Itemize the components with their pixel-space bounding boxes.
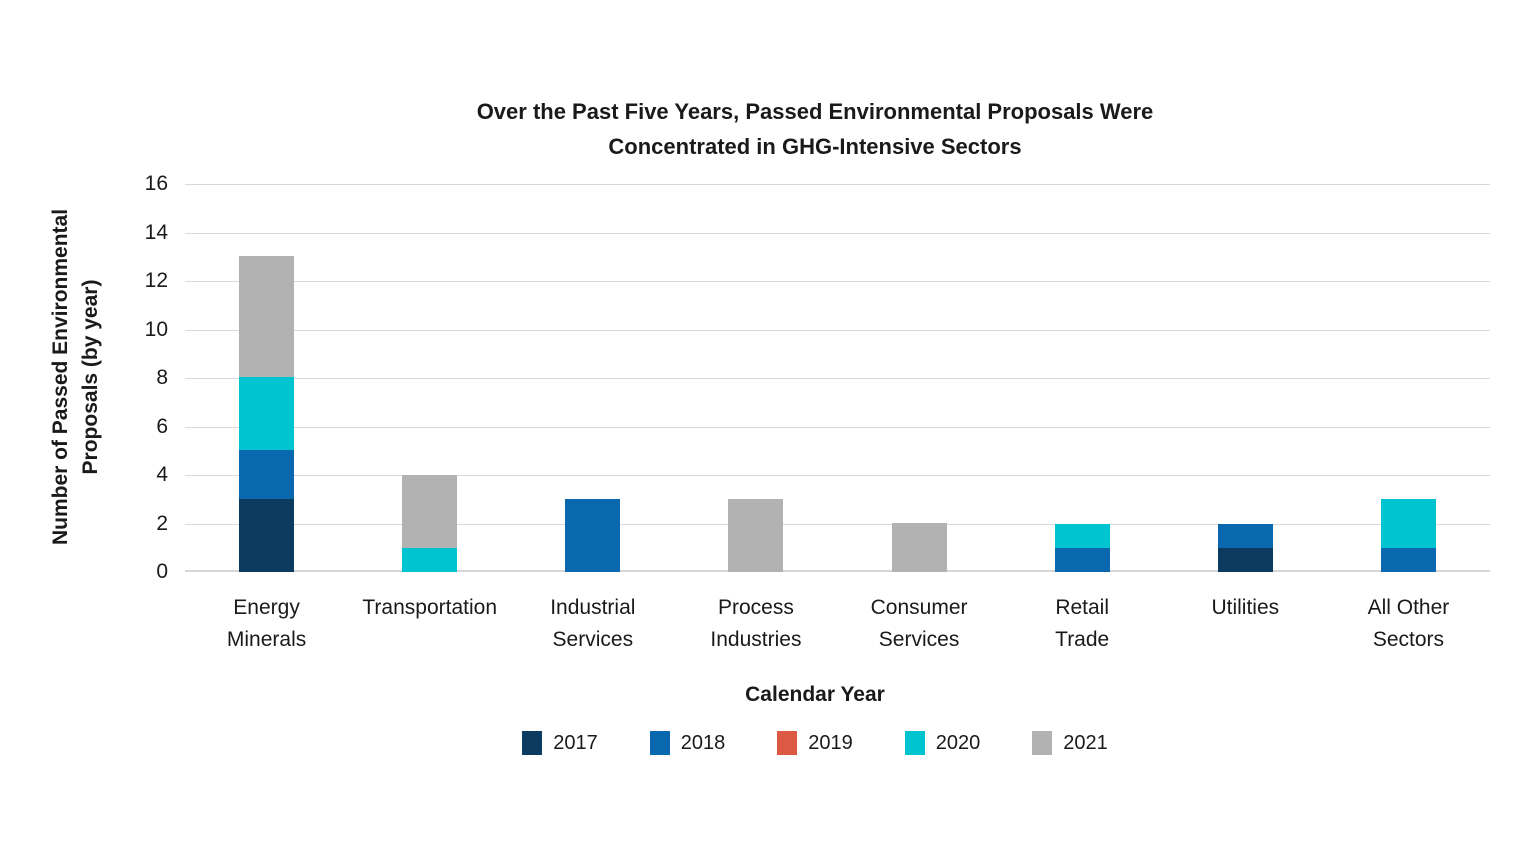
y-tick-label-14: 14 <box>144 221 168 244</box>
x-category-label-line: Transportation <box>362 596 497 619</box>
bar-column-retail-trade <box>1001 184 1164 572</box>
x-category-label-industrial-services: Industrial Services <box>511 592 674 656</box>
bar-transportation <box>402 475 458 572</box>
gridline-y-16 <box>185 184 1490 185</box>
legend-item-2018: 2018 <box>649 731 726 755</box>
bar-segment-process-industries-2021 <box>728 499 784 572</box>
bar-segment-all-other-sectors-2018 <box>1380 548 1436 572</box>
legend-swatch-2018 <box>649 731 670 755</box>
legend-swatch-2017 <box>522 731 543 755</box>
bar-utilities <box>1217 524 1273 572</box>
x-category-label-transportation: Transportation <box>348 592 511 656</box>
y-tick-label-12: 12 <box>144 269 168 292</box>
x-axis-title: Calendar Year <box>745 683 885 706</box>
bar-all-other-sectors <box>1380 499 1436 572</box>
legend-label-2018: 2018 <box>680 731 726 754</box>
y-tick-label-2: 2 <box>156 512 168 535</box>
bar-industrial-services <box>565 499 621 572</box>
x-category-label-line: Industries <box>710 628 802 651</box>
bar-column-utilities <box>1164 184 1327 572</box>
legend-item-2020: 2020 <box>904 731 981 755</box>
bar-column-energy-minerals <box>185 184 348 572</box>
legend-swatch-2019 <box>777 731 798 755</box>
bar-segment-energy-minerals-2021 <box>239 256 295 377</box>
legend-label-2021: 2021 <box>1063 731 1108 754</box>
x-category-label-utilities: Utilities <box>1164 592 1327 656</box>
bar-series-area <box>185 184 1490 572</box>
x-category-label-line: Services <box>878 628 960 651</box>
x-category-label-energy-minerals: Energy Minerals <box>185 592 348 656</box>
legend-item-2017: 2017 <box>522 731 598 755</box>
bar-segment-energy-minerals-2017 <box>239 499 295 572</box>
legend-swatch-2021 <box>1032 731 1053 755</box>
x-axis-line <box>185 570 1490 572</box>
gridline-y-8 <box>185 378 1490 379</box>
bar-retail-trade <box>1054 524 1110 572</box>
bar-column-all-other-sectors <box>1327 184 1490 572</box>
bar-segment-industrial-services-2018 <box>565 499 621 572</box>
legend-swatch-2020 <box>904 731 925 755</box>
x-category-label-line: Consumer <box>870 596 968 619</box>
y-tick-label-16: 16 <box>144 172 168 195</box>
gridline-y-12 <box>185 281 1490 282</box>
y-tick-label-10: 10 <box>144 318 168 341</box>
x-category-label-line: Process <box>718 596 794 619</box>
x-category-label-line: Energy <box>233 596 300 619</box>
chart-title-line-1: Over the Past Five Years, Passed Environ… <box>476 99 1154 124</box>
gridline-y-4 <box>185 475 1490 476</box>
y-axis-title-line-1: Number of Passed Environmental <box>49 208 72 546</box>
x-category-label-line: Minerals <box>226 628 307 651</box>
x-category-label-line: Sectors <box>1372 628 1445 651</box>
bar-segment-all-other-sectors-2020 <box>1380 499 1436 548</box>
x-category-label-line: Retail <box>1055 596 1110 619</box>
x-category-label-all-other-sectors: All Other Sectors <box>1327 592 1490 656</box>
x-category-label-process-industries: Process Industries <box>674 592 837 656</box>
bar-process-industries <box>728 499 784 572</box>
bar-segment-utilities-2017 <box>1217 548 1273 572</box>
legend-item-2019: 2019 <box>777 731 853 755</box>
x-category-label-line: All Other <box>1367 596 1450 619</box>
bar-segment-retail-trade-2018 <box>1054 548 1110 572</box>
bar-segment-transportation-2020 <box>402 548 458 572</box>
legend-label-2020: 2020 <box>935 731 981 754</box>
y-tick-label-6: 6 <box>156 415 168 438</box>
x-category-label-line: Services <box>552 628 634 651</box>
legend-label-2017: 2017 <box>553 731 598 754</box>
legend-item-2021: 2021 <box>1032 731 1108 755</box>
bar-segment-transportation-2021 <box>402 475 458 548</box>
bar-segment-consumer-services-2021 <box>891 523 947 572</box>
x-category-label-consumer-services: Consumer Services <box>838 592 1001 656</box>
gridline-y-10 <box>185 330 1490 331</box>
legend-label-2019: 2019 <box>808 731 853 754</box>
bar-column-transportation <box>348 184 511 572</box>
bar-segment-energy-minerals-2018 <box>239 450 295 499</box>
y-tick-label-8: 8 <box>156 366 168 389</box>
bar-segment-utilities-2018 <box>1217 524 1273 548</box>
x-axis-category-labels: Energy Minerals Transportation Industrial Se… <box>185 592 1490 656</box>
gridline-y-2 <box>185 524 1490 525</box>
y-tick-label-0: 0 <box>156 560 168 583</box>
x-category-label-line: Industrial <box>550 596 636 619</box>
y-tick-label-4: 4 <box>156 463 168 486</box>
gridline-y-14 <box>185 233 1490 234</box>
bar-column-process-industries <box>674 184 837 572</box>
bar-column-industrial-services <box>511 184 674 572</box>
x-category-label-line: Trade <box>1055 628 1110 651</box>
y-axis-ticks: 0 2 4 6 8 10 12 14 16 <box>98 172 168 583</box>
bar-column-consumer-services <box>838 184 1001 572</box>
x-category-label-line: Utilities <box>1211 596 1280 619</box>
bar-segment-retail-trade-2020 <box>1054 524 1110 548</box>
legend: 2017 2018 2019 2020 2021 <box>140 731 1490 755</box>
bar-energy-minerals <box>239 256 295 572</box>
bar-consumer-services <box>891 523 947 572</box>
chart-title: Over the Past Five Years, Passed Environ… <box>140 94 1490 164</box>
plot-area <box>185 184 1490 572</box>
gridline-y-6 <box>185 427 1490 428</box>
x-category-label-retail-trade: Retail Trade <box>1001 592 1164 656</box>
chart-title-line-2: Concentrated in GHG-Intensive Sectors <box>608 134 1022 159</box>
bar-segment-energy-minerals-2020 <box>239 377 295 450</box>
